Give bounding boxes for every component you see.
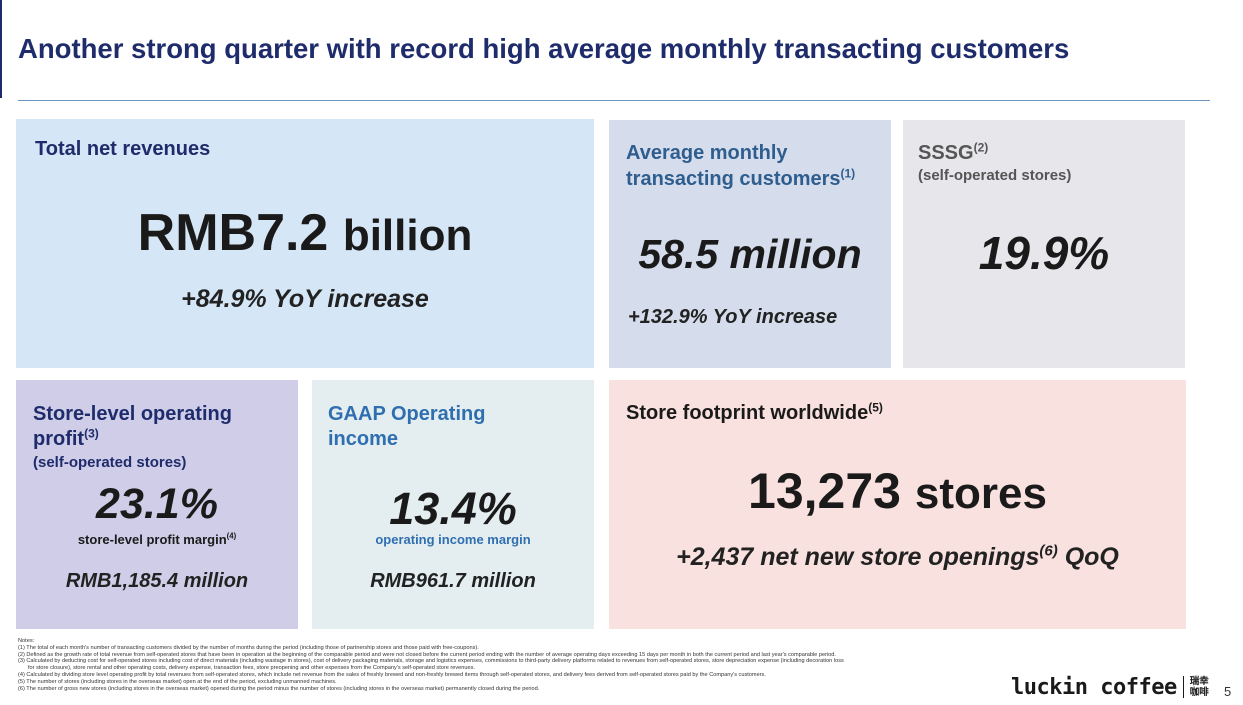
notes-heading: Notes: [18, 638, 35, 644]
card-store-footprint-worldwide: Store footprint worldwide(5) 13,273 stor… [609, 380, 1186, 629]
mtc-growth: +132.9% YoY increase [628, 306, 838, 328]
store-profit-amount-row: RMB1,185.4 million [16, 570, 298, 593]
title-divider [18, 100, 1210, 101]
footprint-growth-prefix: +2,437 net new store openings [676, 543, 1040, 571]
sssg-value-row: 19.9% [903, 226, 1185, 280]
gaap-value: 13.4% [389, 483, 517, 534]
luckin-coffee-logo: luckin coffee 瑞幸 咖啡 [1011, 673, 1209, 701]
footprint-value-row: 13,273 stores [609, 462, 1186, 520]
mtc-value-row: 58.5 million [609, 231, 891, 278]
logo-chinese-line1: 瑞幸 [1189, 676, 1209, 687]
store-profit-value: 23.1% [96, 480, 218, 528]
footprint-label-row: Store footprint worldwide(5) [626, 400, 883, 425]
store-profit-note-ref: (3) [84, 426, 99, 441]
footprint-unit: stores [914, 469, 1047, 518]
mtc-note-ref: (1) [840, 166, 856, 181]
logo-separator [1182, 676, 1184, 698]
page-number: 5 [1224, 684, 1232, 699]
note-3: (3) Calculated by deducting cost for sel… [18, 658, 844, 665]
note-5: (5) The number of stores (including stor… [18, 678, 337, 685]
store-profit-margin-label: store-level profit margin [77, 532, 227, 547]
gaap-label: GAAP Operating income [328, 402, 485, 452]
note-1: (1) The total of each month's number of … [18, 644, 479, 651]
revenue-label: Total net revenues [35, 138, 211, 160]
store-profit-margin-row: store-level profit margin(4) [16, 532, 298, 547]
sssg-sub: (self-operated stores) [918, 167, 1072, 184]
card-gaap-operating-income: GAAP Operating income 13.4% operating in… [312, 380, 594, 629]
gaap-margin-row: operating income margin [312, 532, 594, 547]
mtc-label-line2: transacting customers [626, 168, 841, 190]
footprint-growth-note-ref: (6) [1039, 542, 1058, 560]
footprint-growth-suffix: QoQ [1064, 543, 1119, 571]
gaap-amount: RMB961.7 million [370, 570, 536, 592]
mtc-value: 58.5 million [638, 231, 862, 277]
gaap-value-row: 13.4% [312, 483, 594, 535]
mtc-label: Average monthly transacting customers(1) [626, 140, 855, 192]
footprint-note-ref: (5) [868, 400, 883, 415]
slide-title: Another strong quarter with record high … [18, 33, 1070, 64]
note-6: (6) The number of gross new stores (incl… [18, 685, 540, 692]
logo-text: luckin coffee [1011, 674, 1177, 700]
store-profit-amount: RMB1,185.4 million [65, 570, 249, 592]
revenue-growth: +84.9% YoY increase [181, 285, 429, 313]
sssg-value: 19.9% [978, 227, 1110, 279]
store-profit-margin-note-ref: (4) [226, 531, 237, 541]
sssg-note-ref: (2) [973, 140, 989, 155]
card-sssg: SSSG(2) (self-operated stores) 19.9% [903, 120, 1185, 368]
note-4: (4) Calculated by dividing store level o… [18, 671, 766, 678]
logo-chinese-line2: 咖啡 [1189, 687, 1209, 698]
sssg-label-row: SSSG(2) [918, 140, 989, 165]
footnotes: Notes: (1) The total of each month's num… [18, 638, 1008, 692]
footprint-growth-row: +2,437 net new store openings(6) QoQ [609, 543, 1186, 572]
revenue-unit: billion [342, 211, 473, 260]
logo-chinese: 瑞幸 咖啡 [1190, 676, 1209, 698]
mtc-label-line1: Average monthly [626, 142, 788, 164]
revenue-growth-row: +84.9% YoY increase [16, 285, 594, 314]
card-store-level-operating-profit: Store-level operating profit(3) (self-op… [16, 380, 298, 629]
card-total-net-revenues: Total net revenues RMB7.2 billion +84.9%… [16, 119, 594, 368]
footprint-label: Store footprint worldwide [626, 402, 869, 424]
revenue-value-row: RMB7.2 billion [16, 203, 594, 263]
store-profit-label: Store-level operating profit(3) [33, 402, 232, 452]
note-3-continued: for store closure), store rental and oth… [28, 665, 475, 672]
gaap-margin-label: operating income margin [375, 532, 531, 547]
revenue-value: RMB7.2 [137, 204, 329, 262]
gaap-label-line2: income [328, 428, 399, 450]
footprint-value: 13,273 [748, 463, 901, 519]
store-profit-label-line1: Store-level operating [33, 403, 232, 425]
left-edge-bar [0, 0, 2, 98]
store-profit-sub: (self-operated stores) [33, 454, 187, 471]
sssg-label: SSSG [918, 142, 974, 164]
store-profit-value-row: 23.1% [16, 480, 298, 529]
gaap-label-line1: GAAP Operating [328, 403, 486, 425]
note-2: (2) Defined as the growth rate of total … [18, 651, 836, 658]
card-average-monthly-transacting-customers: Average monthly transacting customers(1)… [609, 120, 891, 368]
gaap-amount-row: RMB961.7 million [312, 570, 594, 593]
store-profit-label-line2: profit [33, 428, 85, 450]
